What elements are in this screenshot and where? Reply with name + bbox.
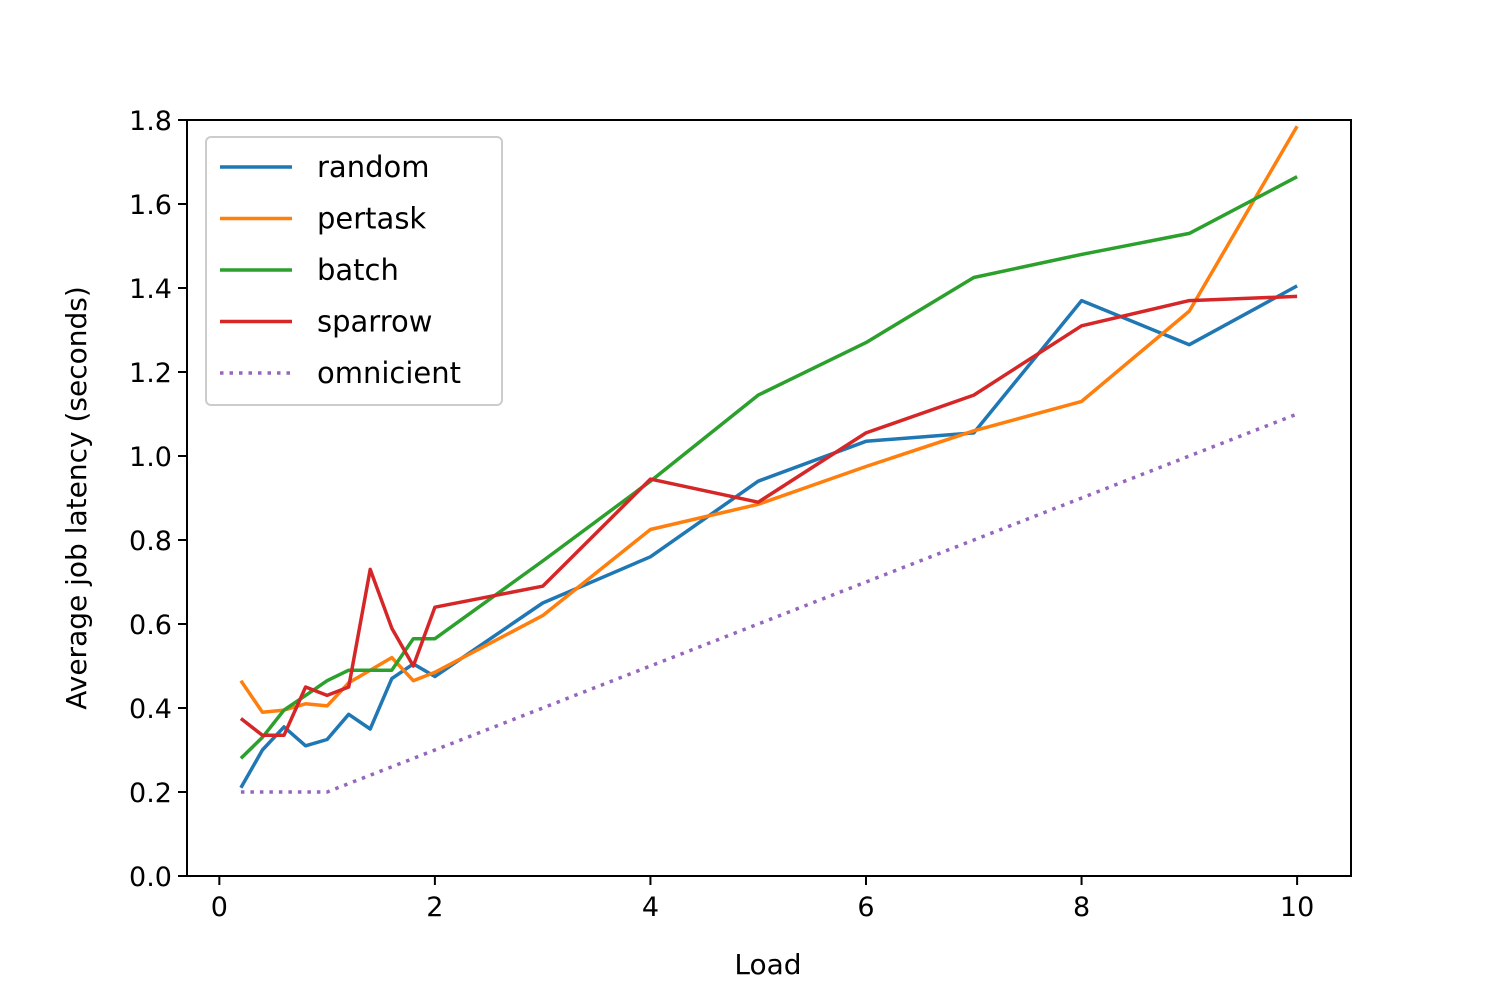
legend-label-batch: batch	[317, 253, 399, 287]
x-tick-label: 0	[211, 892, 228, 923]
legend-box	[205, 136, 503, 406]
x-tick-label: 4	[642, 892, 659, 923]
plot-frame	[186, 119, 1352, 877]
y-tick-label: 0.6	[129, 610, 172, 641]
legend-label-pertask: pertask	[317, 202, 426, 236]
y-tick-label: 0.8	[129, 526, 172, 557]
y-tick-label: 1.8	[129, 106, 172, 137]
legend-label-random: random	[317, 150, 429, 184]
y-tick-label: 1.0	[129, 442, 172, 473]
ticks: 0 2 4 6 8 10 0.0 0.2 0.4 0.6 0.8 1.0 1.2 1.4 1.6 1.8	[129, 106, 1314, 923]
y-axis-label: Average job latency (seconds)	[60, 286, 93, 710]
series-line-random	[239, 284, 1298, 789]
y-tick-label: 0.2	[129, 778, 172, 809]
axes	[186, 119, 1352, 877]
x-axis-label: Load	[734, 948, 801, 981]
legend-label-omnicient: omnicient	[317, 356, 461, 390]
series-line-sparrow	[239, 294, 1298, 738]
y-tick-label: 1.6	[129, 190, 172, 221]
y-tick-label: 1.2	[129, 358, 172, 389]
series-line-pertask	[239, 125, 1299, 714]
y-tick-label: 1.4	[129, 274, 172, 305]
x-tick-label: 6	[857, 892, 874, 923]
legend: random pertask batch sparrow omnicient	[205, 136, 503, 406]
y-tick-label: 0.4	[129, 694, 172, 725]
x-tick-label: 10	[1280, 892, 1314, 923]
x-tick-label: 8	[1073, 892, 1090, 923]
x-tick-label: 2	[426, 892, 443, 923]
y-tick-label: 0.0	[129, 862, 172, 893]
series-lines	[239, 125, 1299, 794]
series-line-omnicient	[240, 412, 1298, 794]
legend-label-sparrow: sparrow	[317, 305, 432, 339]
